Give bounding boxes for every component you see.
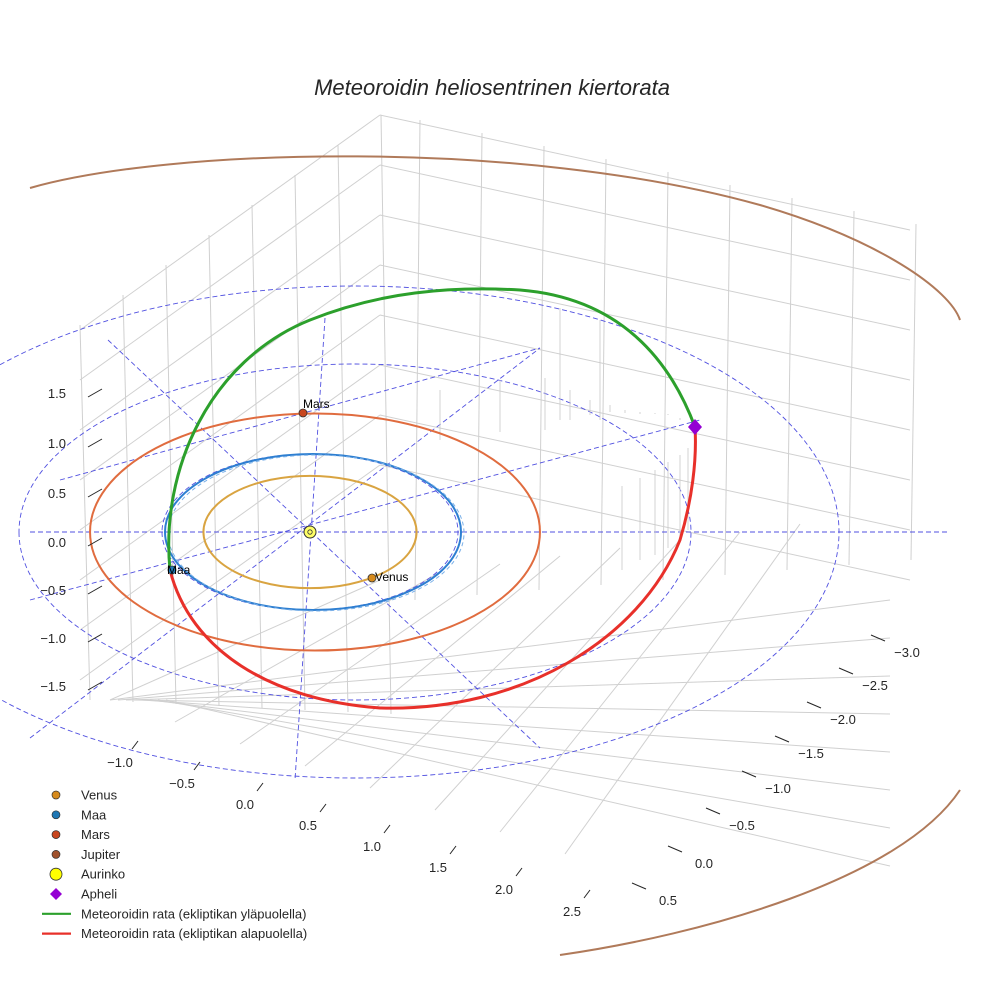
mars-orbit — [89, 412, 541, 652]
legend-label: Jupiter — [81, 847, 121, 862]
z-tick-label: 0.0 — [48, 535, 66, 550]
legend-label: Meteoroidin rata (ekliptikan yläpuolella… — [81, 906, 306, 921]
x-tick-mark — [193, 761, 201, 771]
mars-point — [298, 408, 308, 418]
legend-item: Meteoroidin rata (ekliptikan yläpuolella… — [42, 906, 306, 921]
y-tick-mark — [774, 735, 790, 743]
legend-label: Maa — [81, 807, 107, 822]
z-tick-label: 1.5 — [48, 386, 66, 401]
z-tick-mark — [87, 537, 103, 547]
legend-item: Jupiter — [51, 847, 121, 862]
z-tick-mark — [87, 488, 103, 498]
legend-label: Meteoroidin rata (ekliptikan alapuolella… — [81, 926, 307, 941]
legend-marker — [51, 850, 61, 859]
y-tick-label: −1.0 — [765, 781, 791, 796]
y-tick-mark — [870, 634, 886, 642]
x-tick-mark — [449, 845, 457, 855]
chart-title: Meteoroidin heliosentrinen kiertorata — [314, 75, 670, 100]
x-tick-mark — [515, 867, 523, 877]
legend-label: Mars — [81, 827, 110, 842]
legend-item: Mars — [51, 827, 110, 842]
z-tick-label: 0.5 — [48, 486, 66, 501]
jupiter-orbit — [29, 155, 961, 956]
z-tick-label: 1.0 — [48, 436, 66, 451]
x-tick-label: −1.0 — [107, 755, 133, 770]
y-tick-mark — [838, 667, 854, 675]
z-tick-mark — [87, 633, 103, 643]
legend-marker — [50, 888, 62, 900]
legend-marker — [51, 790, 61, 800]
y-tick-label: −2.0 — [830, 712, 856, 727]
y-tick-label: −2.5 — [862, 678, 888, 693]
maa-point — [167, 565, 177, 575]
y-axis: −3.0 −2.5 −2.0 −1.5 −1.0 −0.5 0.0 0.5 — [631, 634, 920, 908]
meteoroid-orbit-above — [167, 287, 697, 571]
z-tick-mark — [87, 585, 103, 595]
venus-orbit — [202, 474, 418, 590]
x-tick-mark — [256, 782, 264, 792]
venus-label: Venus — [375, 570, 408, 584]
legend-item: Meteoroidin rata (ekliptikan alapuolella… — [42, 926, 307, 941]
y-tick-mark — [741, 770, 757, 778]
sun-marker — [303, 525, 317, 539]
z-axis: 1.5 1.0 0.5 0.0 −0.5 −1.0 −1.5 — [40, 386, 103, 694]
legend-item: Aurinko — [49, 867, 125, 882]
x-tick-label: 2.0 — [495, 882, 513, 897]
legend-item: Venus — [51, 788, 118, 803]
z-tick-label: −1.5 — [40, 679, 66, 694]
y-tick-label: −1.5 — [798, 746, 824, 761]
x-tick-mark — [319, 803, 327, 813]
x-tick-label: 1.5 — [429, 860, 447, 875]
z-tick-mark — [87, 388, 103, 398]
maa-label: Maa — [167, 563, 191, 577]
x-tick-label: −0.5 — [169, 776, 195, 791]
z-tick-label: −0.5 — [40, 583, 66, 598]
legend-item: Apheli — [50, 887, 117, 902]
legend-marker — [51, 830, 61, 839]
x-tick-label: 0.5 — [299, 818, 317, 833]
legend-marker — [51, 810, 61, 820]
orbit-drop-lines — [439, 308, 689, 570]
venus-point — [367, 573, 377, 583]
z-tick-mark — [87, 438, 103, 448]
y-tick-label: 0.0 — [695, 856, 713, 871]
legend: Venus Maa Mars Jupiter Aurinko Apheli Meteoroi… — [42, 788, 307, 941]
z-tick-mark — [87, 681, 103, 691]
x-tick-mark — [583, 889, 591, 899]
legend-label: Apheli — [81, 887, 117, 902]
x-tick-label: 2.5 — [563, 904, 581, 919]
meteoroid-orbit-below — [168, 426, 697, 710]
legend-marker — [49, 867, 63, 881]
y-tick-mark — [631, 882, 647, 890]
y-tick-mark — [667, 845, 683, 853]
x-tick-mark — [383, 824, 391, 834]
x-axis: −1.0 −0.5 0.0 0.5 1.0 1.5 2.0 2.5 — [107, 740, 591, 919]
x-tick-mark — [131, 740, 139, 750]
y-tick-label: −3.0 — [894, 645, 920, 660]
z-tick-label: −1.0 — [40, 631, 66, 646]
aphelion-marker — [688, 419, 702, 435]
y-tick-mark — [806, 701, 822, 709]
mars-label: Mars — [303, 397, 330, 411]
legend-item: Maa — [51, 807, 107, 822]
grid-lines — [79, 114, 917, 867]
y-tick-label: 0.5 — [659, 893, 677, 908]
x-tick-label: 0.0 — [236, 797, 254, 812]
y-tick-mark — [705, 807, 721, 815]
legend-label: Aurinko — [81, 867, 125, 882]
y-tick-label: −0.5 — [729, 818, 755, 833]
x-tick-label: 1.0 — [363, 839, 381, 854]
legend-label: Venus — [81, 788, 118, 803]
